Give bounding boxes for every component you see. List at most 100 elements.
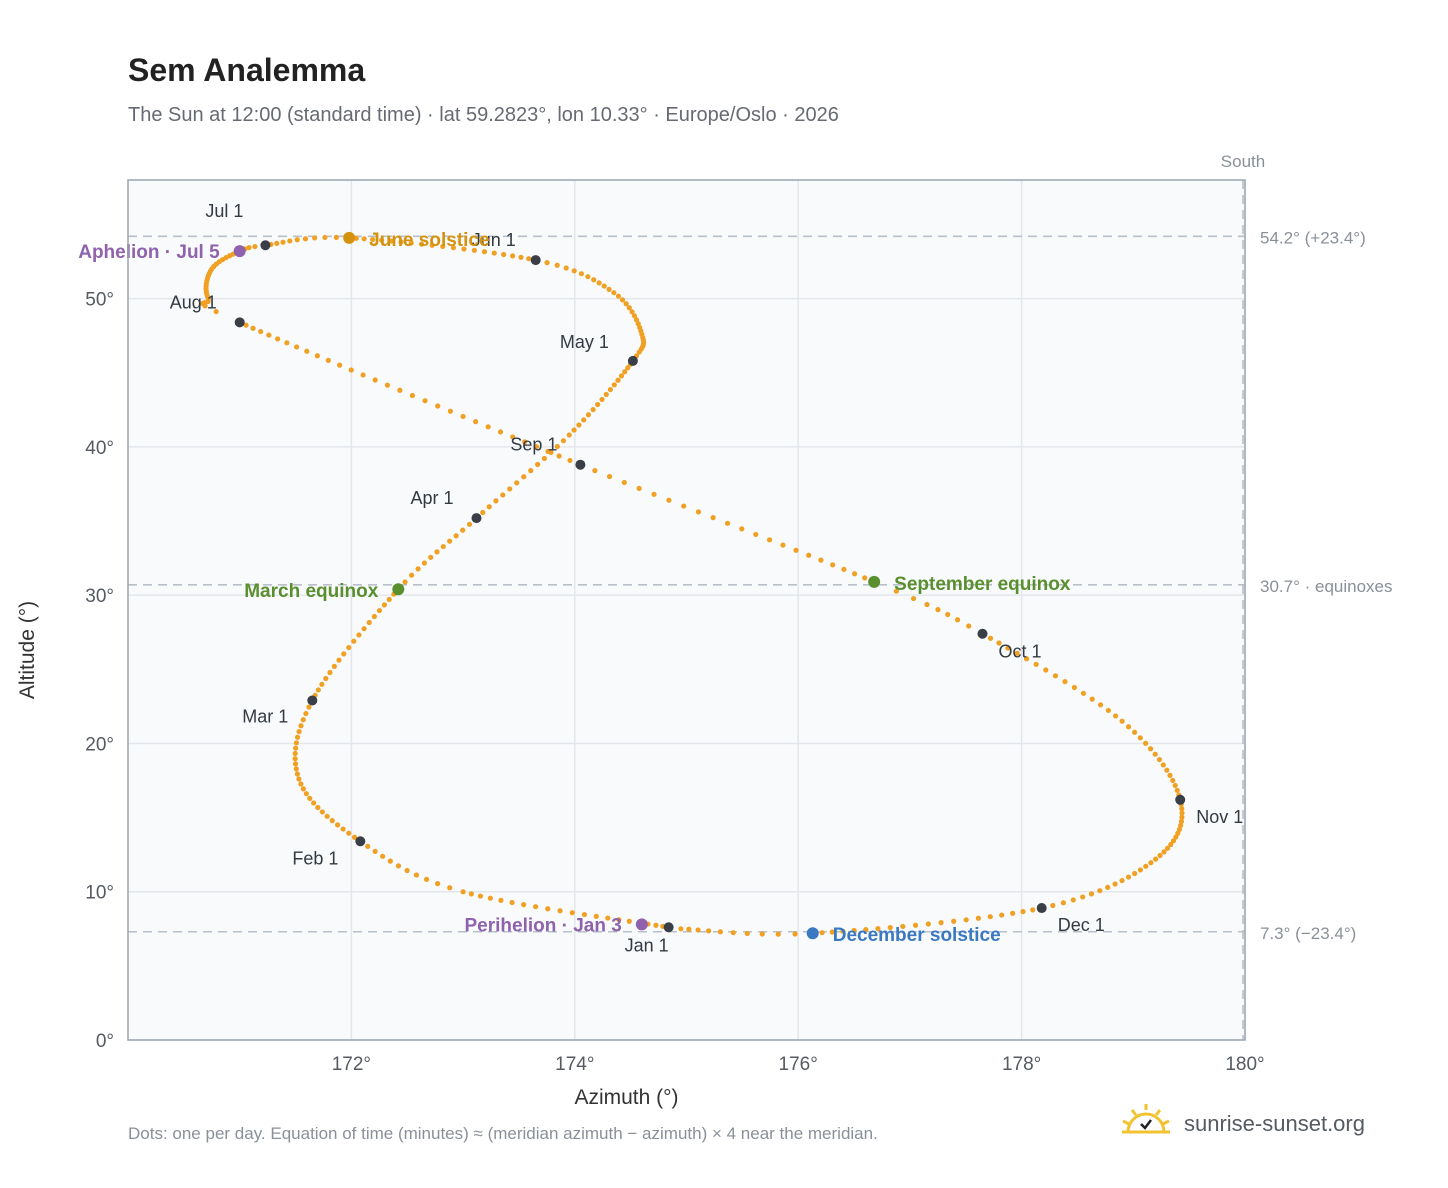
daily-sun-dot: [590, 407, 596, 413]
daily-sun-dot: [533, 444, 540, 450]
daily-sun-dot: [912, 922, 919, 928]
y-tick-label: 40°: [85, 438, 114, 459]
daily-sun-dot: [739, 526, 745, 532]
daily-sun-dot: [302, 236, 309, 242]
daily-sun-dot: [402, 579, 408, 585]
daily-sun-dot: [851, 927, 857, 934]
daily-sun-dot: [1153, 856, 1159, 862]
daily-sun-dot: [371, 613, 377, 620]
daily-sun-dot: [603, 391, 609, 398]
south-marker: South: [1221, 152, 1265, 1040]
daily-sun-dot: [1152, 751, 1158, 757]
event-marker-label: Aphelion · Jul 5: [78, 242, 220, 263]
daily-sun-dot: [717, 929, 723, 935]
daily-sun-dot: [996, 640, 1002, 646]
daily-sun-dot: [333, 234, 339, 240]
daily-sun-dot: [341, 651, 347, 657]
daily-sun-dot: [1023, 656, 1030, 662]
reference-line-label: 54.2° (+23.4°): [1260, 228, 1366, 247]
daily-sun-dot: [744, 930, 750, 937]
daily-sun-dot: [274, 240, 280, 246]
daily-sun-dot: [314, 353, 320, 359]
daily-sun-dot: [819, 930, 825, 936]
daily-sun-dot: [792, 931, 798, 937]
reference-line-label: 30.7° · equinoxes: [1260, 577, 1393, 596]
event-marker-dot: [868, 575, 881, 588]
y-axis-label: Altitude (°): [16, 601, 39, 699]
daily-sun-dot: [252, 243, 258, 250]
daily-sun-dot: [533, 904, 539, 910]
daily-sun-dot: [635, 321, 641, 327]
month-marker-label: Sep 1: [510, 435, 557, 455]
daily-sun-dot: [766, 537, 773, 543]
daily-sun-dot: [243, 322, 249, 328]
daily-sun-dot: [473, 419, 479, 425]
daily-sun-dot: [900, 923, 906, 930]
daily-sun-dot: [793, 547, 799, 553]
daily-sun-dot: [380, 853, 386, 859]
daily-sun-dot: [1178, 822, 1184, 829]
daily-sun-dot: [387, 858, 393, 864]
daily-sun-dot: [336, 657, 342, 663]
daily-sun-dot: [213, 308, 219, 315]
daily-sun-dot: [1105, 707, 1111, 714]
daily-sun-dot: [595, 401, 601, 408]
daily-sun-dot: [325, 357, 331, 363]
daily-sun-dot: [334, 822, 341, 828]
footnote: Dots: one per day. Equation of time (min…: [128, 1124, 878, 1143]
y-tick-label: 0°: [96, 1031, 114, 1052]
daily-sun-dot: [447, 408, 453, 414]
daily-sun-dot: [596, 280, 602, 286]
daily-sun-dot: [615, 293, 622, 299]
daily-sun-dot: [563, 265, 569, 271]
x-tick-label: 178°: [1002, 1054, 1041, 1075]
daily-sun-dot: [293, 766, 299, 772]
daily-sun-dot: [266, 332, 272, 338]
month-marker-label: Nov 1: [1196, 807, 1243, 827]
daily-sun-dot: [440, 543, 446, 550]
daily-sun-dot: [544, 260, 550, 266]
brand-link[interactable]: sunrise-sunset.org: [1120, 1102, 1365, 1146]
daily-sun-dot: [753, 531, 759, 538]
month-marker-dot: [663, 922, 674, 933]
daily-sun-dot: [938, 920, 944, 926]
month-marker-dot: [234, 317, 245, 328]
month-marker-label: Jun 1: [472, 230, 516, 250]
daily-sun-dot: [1164, 767, 1170, 773]
daily-sun-dot: [361, 626, 367, 632]
daily-sun-dot: [681, 503, 687, 509]
daily-sun-dot: [304, 348, 310, 354]
daily-sun-dot: [1131, 729, 1138, 735]
daily-sun-dot: [1088, 891, 1095, 897]
month-marker-dot: [530, 255, 541, 266]
daily-sun-dot: [571, 427, 577, 433]
x-tick-label: 172°: [332, 1054, 371, 1075]
daily-sun-dot: [625, 365, 631, 371]
daily-sun-dot: [447, 538, 453, 544]
daily-sun-dot: [1161, 849, 1167, 855]
daily-sun-dot: [1164, 845, 1171, 851]
daily-sun-dot: [1137, 735, 1143, 741]
daily-sun-dot: [292, 750, 298, 757]
daily-sun-dot: [356, 632, 362, 638]
daily-sun-dot: [829, 929, 835, 935]
daily-sun-dot: [466, 521, 473, 527]
daily-sun-dot: [581, 417, 587, 423]
daily-sun-dot: [875, 926, 881, 932]
daily-sun-dot: [485, 424, 491, 430]
month-markers: Jan 1 Feb 1 Mar 1 Apr 1 May 1 Jun 1 Jul 1 Aug 1…: [170, 201, 1244, 955]
daily-sun-dot: [1097, 702, 1104, 708]
daily-sun-dot: [554, 262, 560, 268]
daily-sun-dot: [1089, 696, 1095, 702]
daily-sun-dot: [567, 457, 573, 464]
daily-sun-dot: [593, 913, 599, 919]
month-marker-label: Jan 1: [625, 935, 669, 955]
daily-sun-dot: [1172, 782, 1178, 789]
daily-sun-dot: [887, 924, 893, 931]
daily-sun-dot: [626, 918, 632, 924]
month-marker-dot: [471, 513, 482, 524]
daily-sun-dot: [1143, 740, 1149, 746]
event-marker-label: December solstice: [833, 925, 1001, 946]
daily-sun-dot: [447, 885, 453, 891]
daily-sun-dot: [460, 889, 466, 895]
